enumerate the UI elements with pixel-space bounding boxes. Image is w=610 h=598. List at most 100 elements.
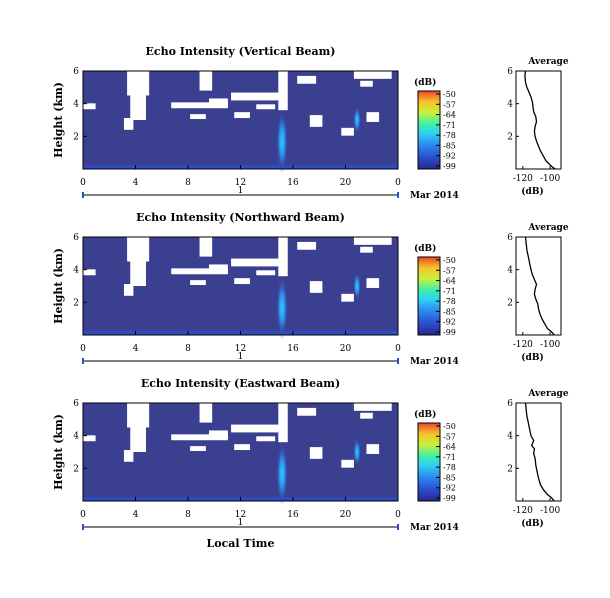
echo-plume (276, 109, 289, 174)
no-data-patch (366, 444, 380, 454)
no-data-patch (123, 284, 134, 296)
chart-panel-1: Echo Intensity (Vertical Beam) 6 4 2 Height … (52, 45, 569, 201)
colorbar-tick-label: -78 (443, 297, 456, 306)
profile-x-label: (dB) (521, 186, 543, 197)
colorbar-tick-label: -71 (443, 121, 456, 130)
chart-panel-2: Echo Intensity (Northward Beam) 6 4 2 Height… (52, 211, 569, 367)
profile-x-tick-label: -120 (513, 340, 533, 350)
profile-x-tick-label: -120 (513, 506, 533, 516)
colorbar-tick-label: -78 (443, 463, 456, 472)
colorbar-tick-label: -64 (443, 443, 456, 452)
colorbar-tick-label: -78 (443, 131, 456, 140)
no-data-patch (190, 280, 206, 286)
x-tick-label: 12 (235, 178, 246, 188)
colorbar-tick-label: -71 (443, 287, 456, 296)
x-tick-label: 0 (80, 510, 86, 520)
no-data-patch (231, 424, 282, 433)
x-tick-label: 16 (287, 344, 299, 354)
profile-x-tick-label: -100 (540, 174, 560, 184)
no-data-patch (123, 450, 134, 462)
profile-line (524, 70, 556, 170)
no-data-patch (130, 95, 146, 120)
month-label: Mar 2014 (410, 191, 459, 201)
no-data-patch (278, 403, 288, 443)
no-data-patch (199, 237, 213, 257)
x-tick-label: 20 (340, 344, 352, 354)
colorbar (417, 90, 441, 170)
no-data-patch (256, 270, 276, 276)
no-data-patch (83, 269, 96, 276)
no-data-patch (341, 293, 354, 302)
profile-y-tick-label: 6 (507, 67, 513, 77)
no-data-patch (234, 278, 250, 285)
no-data-patch (127, 237, 150, 262)
colorbar-tick-label: -99 (443, 494, 456, 503)
profile-line (524, 402, 555, 502)
colorbar-tick-label: -85 (443, 473, 456, 482)
no-data-patch (190, 446, 206, 452)
heatmap-title: Echo Intensity (Northward Beam) (136, 211, 345, 224)
profile-y-tick-label: 4 (507, 266, 513, 276)
profile-y-tick-label: 6 (507, 399, 513, 409)
heatmap-title: Echo Intensity (Vertical Beam) (145, 45, 335, 58)
no-data-patch (123, 118, 134, 130)
x-tick-label: 4 (133, 344, 139, 354)
x-tick-label: 0 (395, 178, 401, 188)
x-tick-label: 12 (235, 510, 246, 520)
y-tick-label: 6 (73, 233, 79, 243)
colorbar-tick-label: -71 (443, 453, 456, 462)
no-data-patch (127, 71, 150, 96)
echo-plume (353, 438, 362, 466)
echo-plume (353, 272, 362, 300)
no-data-patch (171, 434, 228, 441)
echo-plume (276, 441, 289, 506)
y-axis-label: Height (km) (52, 82, 65, 158)
profile-x-tick-label: -120 (513, 174, 533, 184)
colorbar (417, 422, 441, 502)
no-data-patch (199, 403, 213, 423)
heatmap-title: Echo Intensity (Eastward Beam) (141, 377, 340, 390)
x-tick-label: 12 (235, 344, 246, 354)
y-tick-label: 2 (73, 464, 79, 474)
no-data-patch (309, 281, 323, 293)
day-label: 1 (238, 186, 244, 196)
no-data-patch (353, 71, 392, 79)
profile-y-tick-label: 2 (507, 132, 513, 142)
day-label: 1 (238, 518, 244, 528)
profile-y-tick-label: 6 (507, 233, 513, 243)
no-data-patch (199, 71, 213, 91)
no-data-patch (309, 447, 323, 459)
profile-frame (515, 402, 562, 502)
no-data-patch (231, 258, 282, 267)
x-tick-label: 8 (185, 344, 191, 354)
colorbar-tick-label: -85 (443, 307, 456, 316)
day-label: 1 (238, 352, 244, 362)
colorbar-tick-label: -57 (443, 432, 456, 441)
no-data-patch (83, 103, 96, 110)
no-data-patch (353, 237, 392, 245)
no-data-patch (83, 435, 96, 442)
no-data-patch (231, 92, 282, 101)
x-tick-label: 16 (287, 178, 299, 188)
echo-plume (276, 275, 289, 340)
no-data-patch (130, 261, 146, 286)
no-data-patch (297, 75, 317, 84)
no-data-patch (297, 241, 317, 250)
colorbar-tick-label: -50 (443, 90, 456, 99)
y-axis-label: Height (km) (52, 248, 65, 324)
no-data-patch (366, 278, 380, 288)
no-data-patch (360, 246, 373, 253)
colorbar-tick-label: -50 (443, 422, 456, 431)
no-data-patch (171, 102, 228, 109)
colorbar-unit: (dB) (414, 77, 436, 88)
y-tick-label: 4 (73, 432, 79, 442)
no-data-patch (190, 114, 206, 120)
no-data-patch (353, 403, 392, 411)
no-data-patch (171, 268, 228, 275)
profile-title: Average (527, 389, 568, 399)
colorbar-tick-label: -85 (443, 141, 456, 150)
x-tick-label: 20 (340, 510, 352, 520)
month-label: Mar 2014 (410, 357, 459, 367)
profile-x-tick-label: -100 (540, 506, 560, 516)
